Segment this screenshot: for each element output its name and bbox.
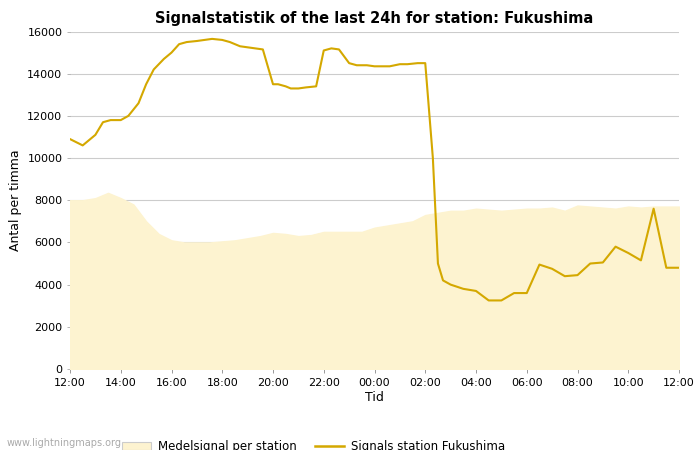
Y-axis label: Antal per timma: Antal per timma: [8, 149, 22, 251]
Legend: Medelsignal per station, Signals station Fukushima: Medelsignal per station, Signals station…: [117, 435, 510, 450]
Text: www.lightningmaps.org: www.lightningmaps.org: [7, 438, 122, 448]
X-axis label: Tid: Tid: [365, 391, 384, 404]
Title: Signalstatistik of the last 24h for station: Fukushima: Signalstatistik of the last 24h for stat…: [155, 11, 594, 26]
